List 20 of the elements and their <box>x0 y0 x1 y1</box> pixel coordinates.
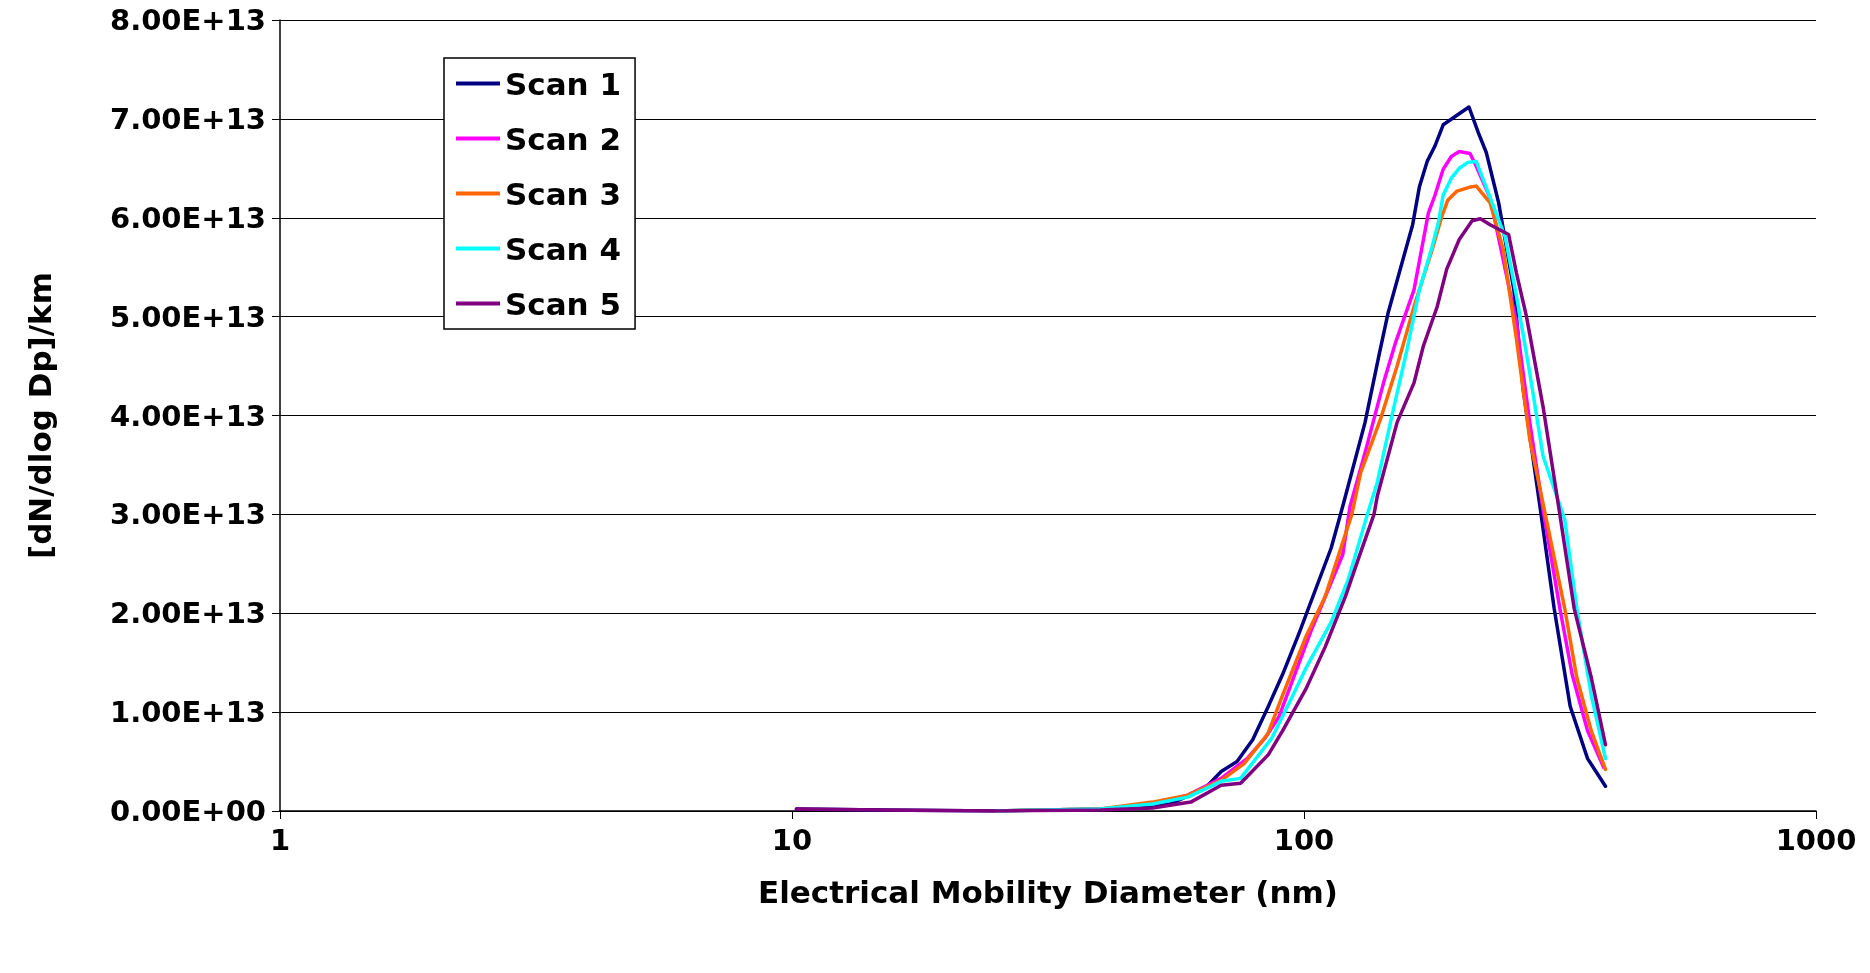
legend-label: Scan 1 <box>505 65 622 102</box>
y-tick-label: 7.00E+13 <box>109 101 266 136</box>
x-tick-label: 1 <box>269 822 291 857</box>
y-tick-label: 4.00E+13 <box>109 398 266 433</box>
x-tick-label: 1000 <box>1775 822 1857 857</box>
y-axis-title: [dN/dlog Dp]/km <box>21 271 58 560</box>
y-tick-label: 6.00E+13 <box>109 200 266 235</box>
legend-label: Scan 3 <box>505 175 622 212</box>
x-axis-title: Electrical Mobility Diameter (nm) <box>758 873 1338 910</box>
x-tick-label: 100 <box>1273 822 1335 857</box>
y-tick-label: 8.00E+13 <box>109 3 266 37</box>
x-tick-label: 10 <box>771 822 813 857</box>
y-tick-label: 5.00E+13 <box>109 299 266 334</box>
y-tick-label: 2.00E+13 <box>109 596 266 631</box>
y-tick-label: 3.00E+13 <box>109 497 266 532</box>
y-tick-label: 1.00E+13 <box>109 695 266 730</box>
legend-label: Scan 2 <box>505 120 622 157</box>
legend-label: Scan 5 <box>505 285 622 322</box>
legend-label: Scan 4 <box>505 230 622 267</box>
y-tick-label: 0.00E+00 <box>109 794 266 828</box>
